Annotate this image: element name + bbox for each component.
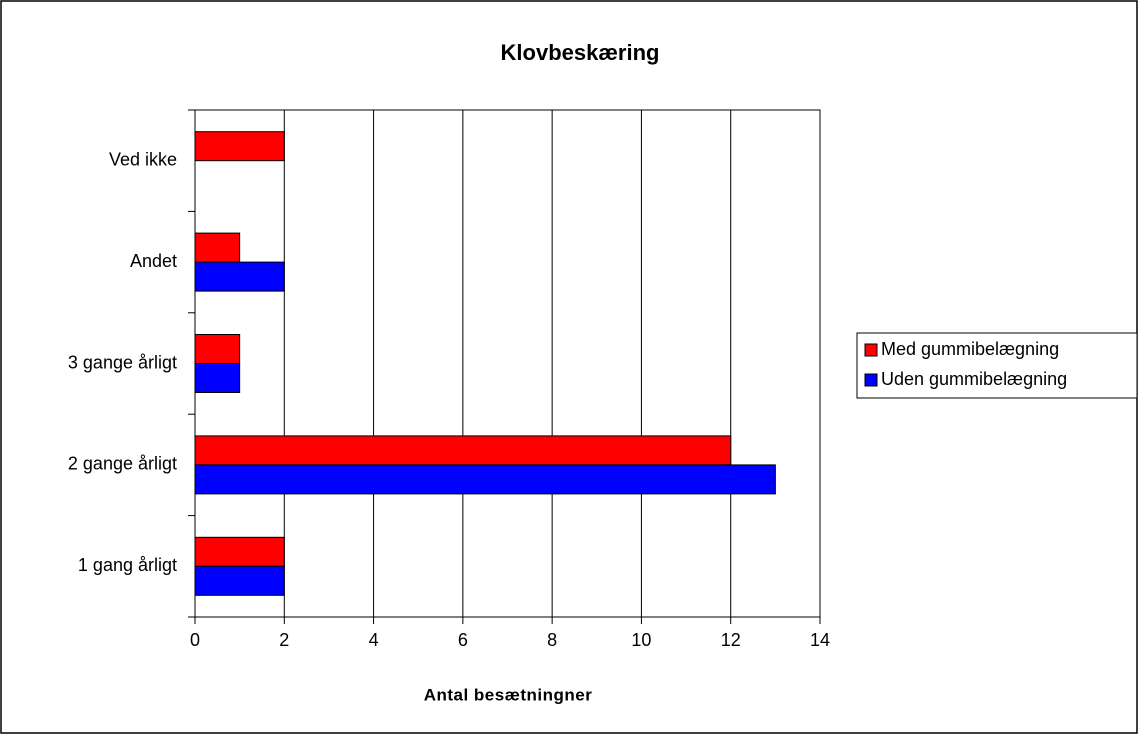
bar <box>194 131 285 162</box>
bar <box>194 435 732 466</box>
x-tick-label: 8 <box>547 630 557 650</box>
bar <box>194 536 285 567</box>
x-axis-label: Antal besætningner <box>424 685 593 704</box>
x-tick-label: 6 <box>458 630 468 650</box>
bar <box>194 334 241 364</box>
legend-label: Med gummibelægning <box>881 339 1059 359</box>
chart-title: Klovbeskæring <box>501 40 660 65</box>
x-tick-label: 12 <box>721 630 741 650</box>
y-tick-label: Ved ikke <box>109 149 177 169</box>
plot-area <box>194 109 821 618</box>
bar <box>194 232 241 263</box>
bar <box>194 261 285 292</box>
bar <box>194 565 285 596</box>
y-tick-label: 1 gang årligt <box>78 555 177 575</box>
legend-swatch <box>864 343 878 357</box>
y-tick-label: Andet <box>130 251 177 271</box>
y-tick-label: 2 gange årligt <box>68 454 177 474</box>
x-tick-label: 2 <box>279 630 289 650</box>
y-tick-label: 3 gange årligt <box>68 352 177 372</box>
legend-label: Uden gummibelægning <box>881 369 1067 389</box>
bar <box>194 363 241 393</box>
x-tick-label: 10 <box>631 630 651 650</box>
legend-swatch <box>864 373 878 387</box>
x-tick-label: 0 <box>190 630 200 650</box>
legend-box <box>856 332 1138 399</box>
x-tick-label: 4 <box>369 630 379 650</box>
bar <box>194 464 776 495</box>
x-tick-label: 14 <box>810 630 830 650</box>
